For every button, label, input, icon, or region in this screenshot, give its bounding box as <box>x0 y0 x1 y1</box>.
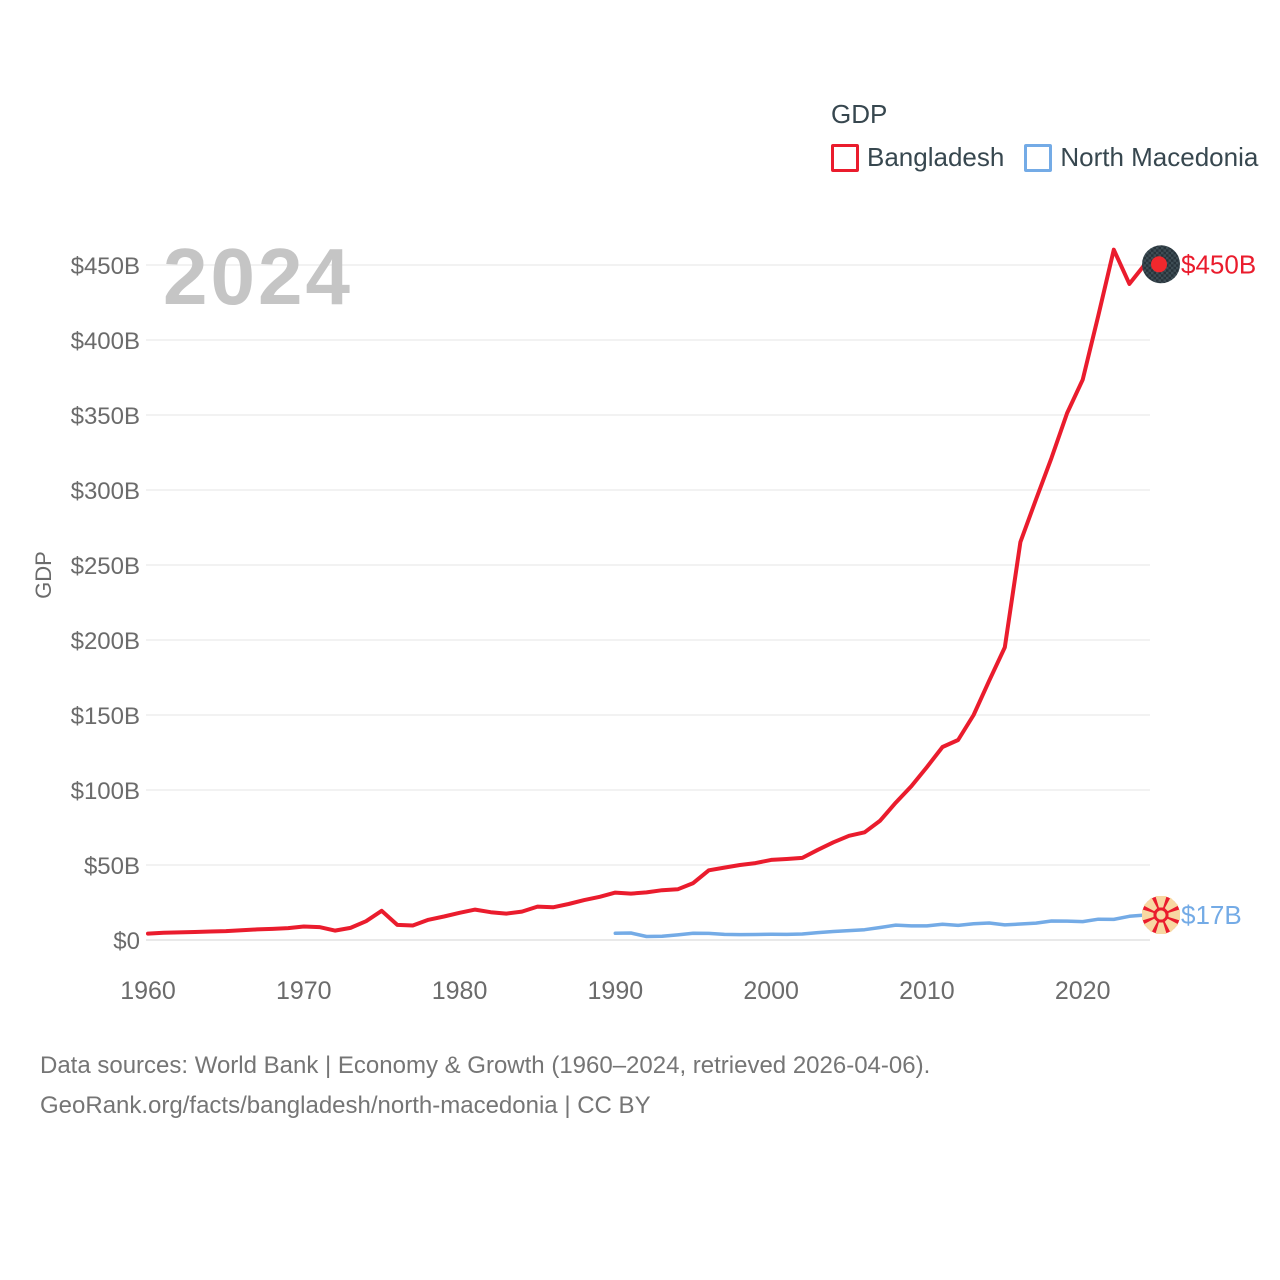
flag-sun-ray <box>1155 895 1167 908</box>
y-tick-label: $450B <box>71 253 140 280</box>
y-axis-title: GDP <box>31 551 56 599</box>
legend-item-bangladesh[interactable]: Bangladesh <box>831 142 1004 173</box>
flag-sun-ray <box>1164 918 1179 933</box>
legend-item-north-macedonia[interactable]: North Macedonia <box>1024 142 1258 173</box>
y-tick-label: $50B <box>84 853 140 880</box>
north-macedonia-flag-icon <box>1142 895 1180 934</box>
x-tick-label: 1970 <box>276 977 332 1005</box>
y-tick-label: $250B <box>71 553 140 580</box>
y-tick-label: $400B <box>71 328 140 355</box>
bangladesh-flag-icon <box>1142 245 1180 284</box>
axis-tick-labels: $0 $50B $100B $150B $200B $250B $300B $350B $400… <box>71 253 1111 1005</box>
flag-sun-ray <box>1143 897 1158 912</box>
x-tick-label: 1980 <box>432 977 488 1005</box>
legend: GDP Bangladesh North Macedonia <box>831 99 1258 173</box>
north-macedonia-series-swatch <box>1024 143 1053 172</box>
flag-sun-ray <box>1142 909 1154 921</box>
legend-title: GDP <box>831 99 888 129</box>
legend-item-label: North Macedonia <box>1060 142 1259 172</box>
series-line-bangladesh <box>146 247 1147 936</box>
y-tick-label: $100B <box>71 778 140 805</box>
series-lines <box>146 247 1147 939</box>
footer-data-sources: Data sources: World Bank | Economy & Gro… <box>40 1052 931 1079</box>
flag-sun-ray <box>1143 918 1158 933</box>
footer-georank-link: GeoRank.org/facts/bangladesh/north-maced… <box>40 1092 651 1119</box>
y-tick-label: $200B <box>71 628 140 655</box>
end-value-label-bangladesh: $450B <box>1181 249 1256 279</box>
x-tick-label: 1990 <box>588 977 644 1005</box>
end-value-label-north-macedonia: $17B <box>1181 900 1242 930</box>
x-tick-label: 2000 <box>743 977 799 1005</box>
y-tick-label: $150B <box>71 703 140 730</box>
bangladesh-series-swatch <box>831 143 859 172</box>
footer-attribution: Data sources: World Bank | Economy & Gro… <box>40 1046 930 1126</box>
y-tick-label: $300B <box>71 478 140 505</box>
flag-sun-ray <box>1155 922 1167 934</box>
flag-sun-center <box>1156 910 1166 920</box>
flag-red-disc <box>1151 256 1167 273</box>
legend-item-label: Bangladesh <box>867 142 1005 172</box>
x-tick-label: 1960 <box>120 977 176 1005</box>
legend-items: Bangladesh North Macedonia <box>831 142 1258 173</box>
flag-sun-ray <box>1168 909 1180 921</box>
gridlines <box>146 264 1150 941</box>
flag-sun-ray <box>1164 897 1179 912</box>
y-tick-label: $0 <box>113 928 140 955</box>
x-tick-label: 2020 <box>1055 977 1111 1005</box>
end-markers: $450B $17B <box>1142 245 1256 934</box>
x-tick-label: 2010 <box>899 977 955 1005</box>
series-line-north-macedonia <box>613 913 1147 939</box>
year-watermark: 2024 <box>163 232 353 321</box>
y-tick-label: $350B <box>71 403 140 430</box>
